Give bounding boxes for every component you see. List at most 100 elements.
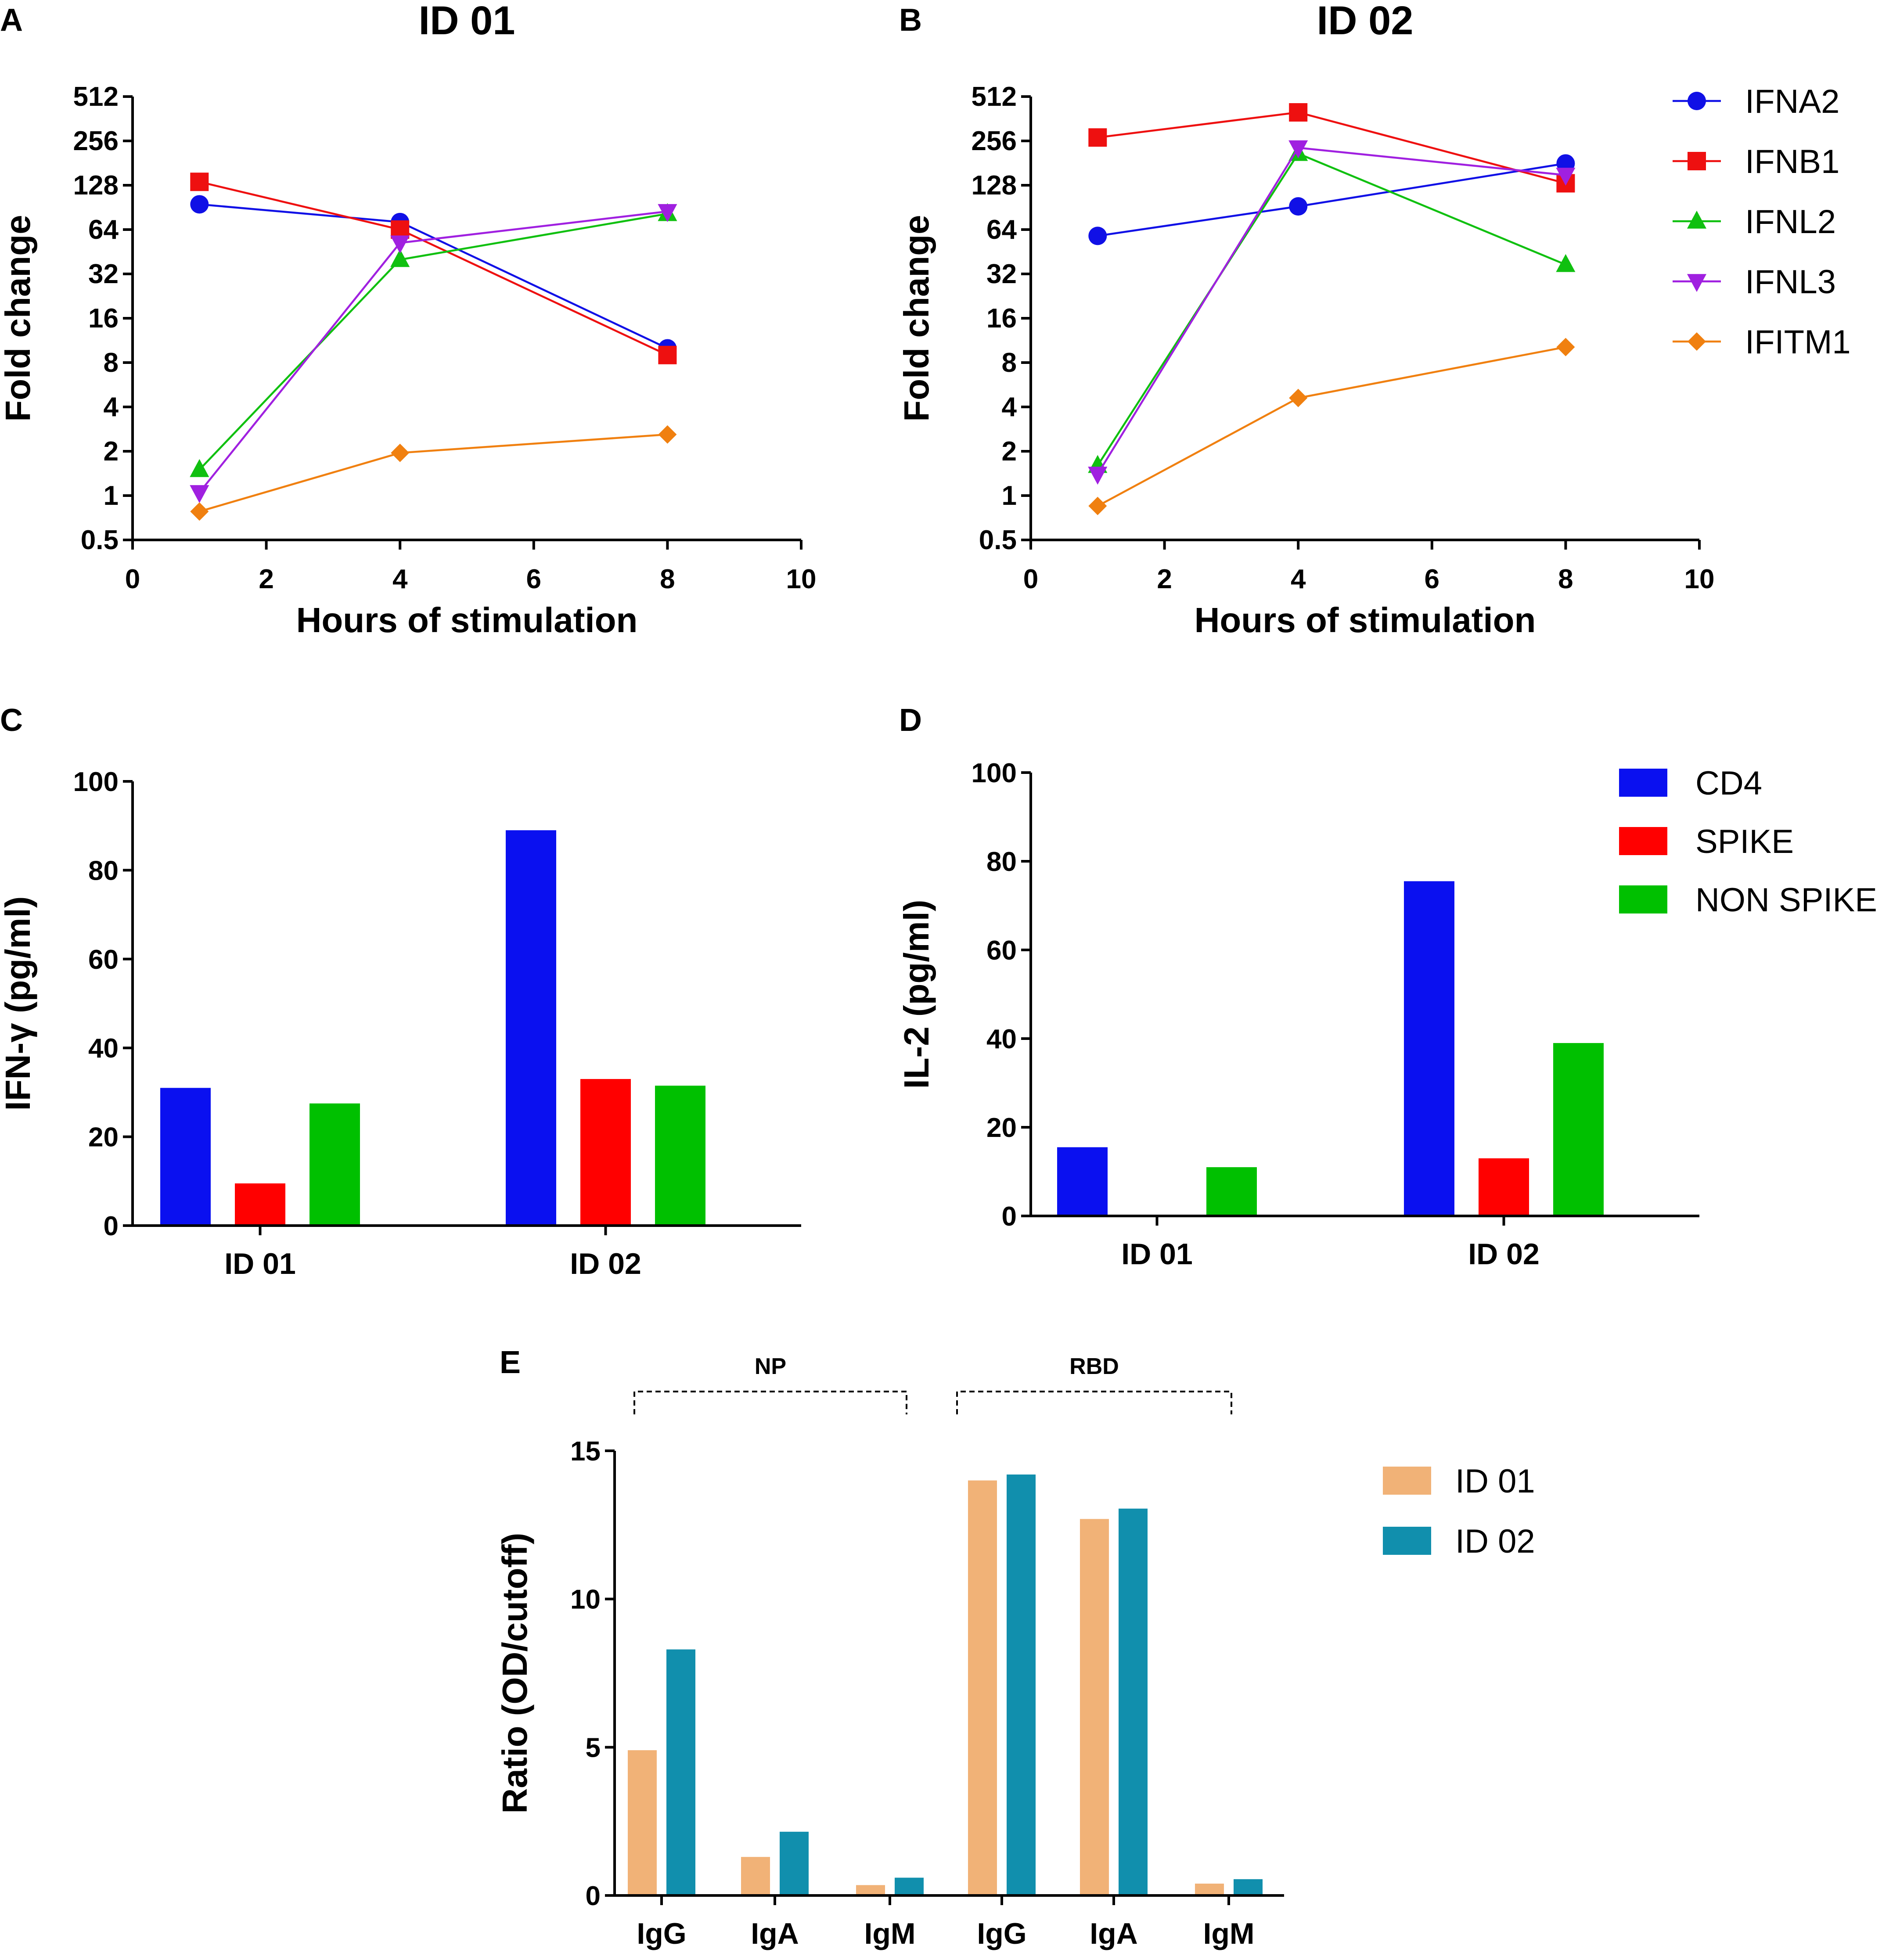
panel-a-point-ifitm1 bbox=[391, 443, 410, 462]
panel-e-bar-id-01 bbox=[856, 1885, 885, 1894]
legend-label-ifnl3: IFNL3 bbox=[1745, 263, 1836, 301]
panel-c-panel-letter: C bbox=[0, 703, 23, 738]
panel-e-y-axis-title: Ratio (OD/cutoff) bbox=[495, 1533, 534, 1814]
panel-b-point-ifnl3 bbox=[1288, 140, 1308, 158]
panel-e-bar-id-01 bbox=[968, 1480, 997, 1894]
panel-a-point-ifna2 bbox=[190, 195, 209, 214]
panel-c-category-label: ID 01 bbox=[224, 1247, 296, 1280]
panel-b-y-tick-label: 256 bbox=[972, 126, 1017, 156]
panel-b-x-tick-label: 0 bbox=[1023, 564, 1038, 594]
legend-label-id-02: ID 02 bbox=[1455, 1523, 1535, 1560]
panel-e-chart: E 0 5 10 15 Ratio (OD/cutoff) IgG IgA IgM IgG IgA I… bbox=[495, 1345, 1284, 1950]
panel-b-y-tick-label: 512 bbox=[972, 82, 1017, 112]
panel-b-point-ifitm1 bbox=[1556, 338, 1575, 356]
panel-d-category-label: ID 02 bbox=[1468, 1237, 1540, 1271]
legend-swatch-cd4 bbox=[1619, 769, 1667, 797]
legend-swatch-non-spike bbox=[1619, 885, 1667, 913]
group-label-rbd: RBD bbox=[1069, 1354, 1119, 1379]
panel-a-title: ID 01 bbox=[419, 0, 515, 43]
panel-b-y-tick-label: 8 bbox=[1002, 348, 1017, 378]
bar-legend: CD4 SPIKE NON SPIKE bbox=[1619, 765, 1877, 919]
panel-e-panel-letter: E bbox=[500, 1345, 521, 1380]
panel-c-bar-spike bbox=[235, 1183, 285, 1224]
panel-d-category-label: ID 01 bbox=[1121, 1237, 1193, 1271]
panel-a-point-ifitm1 bbox=[190, 502, 209, 521]
panel-b-x-tick-label: 6 bbox=[1425, 564, 1439, 594]
panel-c-y-axis-title: IFN-γ (pg/ml) bbox=[0, 896, 37, 1111]
panel-a-point-ifnl3 bbox=[390, 235, 410, 254]
panel-a-y-tick-label: 256 bbox=[73, 126, 119, 156]
panel-b-y-tick-label: 16 bbox=[986, 303, 1017, 334]
panel-b-point-ifnb1 bbox=[1088, 128, 1107, 147]
panel-d-y-tick-label: 40 bbox=[986, 1024, 1017, 1054]
panel-d-y-tick-label: 60 bbox=[986, 935, 1017, 966]
panel-e-category-label: IgA bbox=[751, 1917, 799, 1950]
panel-a-panel-letter: A bbox=[0, 3, 23, 38]
antibody-legend: ID 01 ID 02 bbox=[1383, 1463, 1535, 1560]
panel-b-y-tick-label: 2 bbox=[1002, 436, 1017, 467]
panel-d-panel-letter: D bbox=[899, 703, 922, 738]
panel-a-x-tick-label: 8 bbox=[660, 564, 675, 594]
legend-marker-ifitm1 bbox=[1688, 332, 1706, 351]
panel-a-x-tick-label: 4 bbox=[392, 564, 408, 594]
panel-d-y-tick-label: 20 bbox=[986, 1113, 1017, 1143]
legend-label-ifnb1: IFNB1 bbox=[1745, 143, 1839, 180]
bracket-rbd bbox=[956, 1391, 1232, 1414]
panel-a-y-tick-label: 1 bbox=[104, 481, 119, 511]
panel-a-x-tick-label: 0 bbox=[125, 564, 140, 594]
panel-c-y-tick-label: 20 bbox=[88, 1122, 119, 1153]
panel-c-y-tick-label: 40 bbox=[88, 1033, 119, 1064]
panel-a-y-tick-label: 32 bbox=[88, 259, 119, 289]
panel-c-bar-cd4 bbox=[160, 1088, 211, 1224]
panel-d-y-tick-label: 0 bbox=[1002, 1201, 1017, 1232]
legend-label-ifitm1: IFITM1 bbox=[1745, 324, 1851, 361]
panel-a-point-ifnb1 bbox=[190, 173, 209, 191]
panel-e-y-tick-label: 15 bbox=[570, 1436, 601, 1467]
panel-e-bar-id-01 bbox=[628, 1750, 657, 1894]
panel-a-point-ifnl2 bbox=[390, 249, 410, 267]
line-legend: IFNA2 IFNB1 IFNL2 IFNL3 IFITM1 bbox=[1673, 83, 1851, 361]
panel-b-x-tick-label: 10 bbox=[1684, 564, 1715, 594]
panel-e-y-tick-label: 5 bbox=[586, 1733, 601, 1763]
panel-d-bar-cd4 bbox=[1057, 1147, 1108, 1215]
panel-b-point-ifnl3 bbox=[1556, 168, 1576, 186]
panel-e-bar-id-01 bbox=[741, 1857, 770, 1894]
legend-marker-ifnl3 bbox=[1687, 274, 1707, 292]
panel-e-y-tick-label: 0 bbox=[586, 1881, 601, 1911]
panel-b-chart: B ID 02 0.5 1 2 4 8 16 32 64 128 256 512 0 2 4 6 8 10 Hours… bbox=[897, 0, 1714, 640]
panel-c-bar-non-spike bbox=[655, 1086, 705, 1224]
panel-b-point-ifitm1 bbox=[1289, 388, 1308, 407]
panel-a-y-tick-label: 4 bbox=[104, 392, 119, 422]
panel-a-y-tick-label: 128 bbox=[73, 170, 119, 201]
panel-a-y-axis-title: Fold change bbox=[0, 215, 37, 421]
legend-swatch-id-02 bbox=[1383, 1527, 1431, 1555]
panel-c-y-tick-label: 0 bbox=[104, 1211, 119, 1241]
panel-d-bar-non-spike bbox=[1553, 1043, 1604, 1215]
panel-a-x-tick-label: 10 bbox=[786, 564, 817, 594]
panel-e-bar-id-01 bbox=[1080, 1519, 1109, 1894]
panel-e-bar-id-02 bbox=[666, 1649, 695, 1894]
panel-c-bar-cd4 bbox=[506, 830, 556, 1224]
panel-b-y-tick-label: 128 bbox=[972, 170, 1017, 201]
panel-e-bar-id-01 bbox=[1195, 1883, 1224, 1894]
panel-d-y-tick-label: 80 bbox=[986, 847, 1017, 877]
panel-a-point-ifnb1 bbox=[658, 345, 677, 364]
panel-a-point-ifnl2 bbox=[190, 459, 209, 477]
panel-c-chart: C 0 20 40 60 80 100 IFN-γ (pg/ml) ID 01 ID 02 bbox=[0, 703, 801, 1280]
legend-marker-ifna2 bbox=[1688, 92, 1706, 110]
panel-b-y-tick-label: 0.5 bbox=[979, 525, 1017, 555]
legend-swatch-id-01 bbox=[1383, 1467, 1431, 1495]
panel-b-y-tick-label: 1 bbox=[1002, 481, 1017, 511]
panel-e-bar-id-02 bbox=[1119, 1508, 1148, 1894]
panel-a-point-ifnl3 bbox=[190, 485, 209, 503]
panel-c-y-tick-label: 80 bbox=[88, 856, 119, 886]
panel-a-point-ifitm1 bbox=[658, 425, 677, 444]
legend-label-cd4: CD4 bbox=[1695, 765, 1762, 802]
panel-c-category-label: ID 02 bbox=[570, 1247, 641, 1280]
panel-b-x-tick-label: 2 bbox=[1157, 564, 1172, 594]
panel-e-category-label: IgM bbox=[1203, 1917, 1254, 1950]
panel-a-x-tick-label: 6 bbox=[526, 564, 541, 594]
panel-d-y-axis-title: IL-2 (pg/ml) bbox=[897, 899, 936, 1089]
panel-d-bar-non-spike bbox=[1206, 1167, 1257, 1215]
panel-e-y-tick-label: 10 bbox=[570, 1585, 601, 1615]
